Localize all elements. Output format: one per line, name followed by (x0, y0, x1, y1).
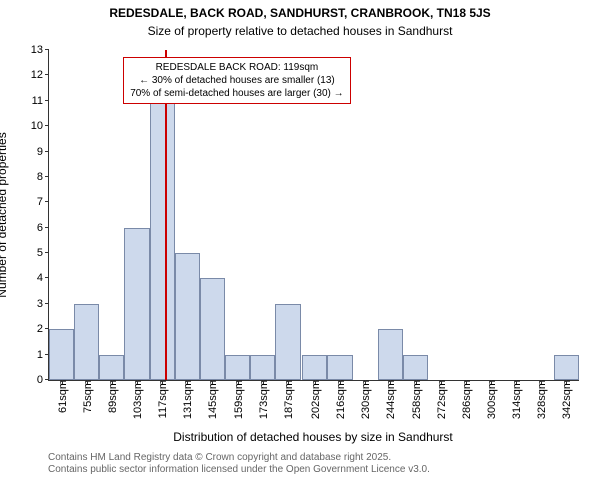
x-tick-label: 342sqm (559, 380, 573, 419)
x-tick-label: 187sqm (281, 380, 295, 419)
annotation-line3: 70% of semi-detached houses are larger (… (130, 87, 343, 100)
y-tick-mark (45, 227, 49, 228)
x-tick-label: 286sqm (459, 380, 473, 419)
x-tick-mark (238, 380, 239, 384)
annotation-line2: ← 30% of detached houses are smaller (13… (130, 74, 343, 87)
x-tick-mark (541, 380, 542, 384)
y-tick-label: 0 (37, 374, 49, 386)
y-tick-mark (45, 201, 49, 202)
x-tick-label: 61sqm (55, 380, 69, 413)
histogram-bar (225, 355, 250, 380)
y-tick-mark (45, 303, 49, 304)
x-tick-label: 216sqm (333, 380, 347, 419)
y-tick-mark (45, 176, 49, 177)
y-tick-mark (45, 125, 49, 126)
y-tick-label: 11 (32, 95, 49, 107)
y-tick-mark (45, 100, 49, 101)
y-tick-label: 2 (37, 323, 49, 335)
y-axis-label: Number of detached properties (0, 132, 9, 297)
x-tick-mark (390, 380, 391, 384)
histogram-bar (175, 253, 200, 380)
histogram-bar (554, 355, 579, 380)
y-tick-mark (45, 252, 49, 253)
footer-attribution: Contains HM Land Registry data © Crown c… (48, 452, 430, 476)
histogram-bar (403, 355, 428, 380)
x-tick-label: 145sqm (205, 380, 219, 419)
x-tick-mark (340, 380, 341, 384)
x-tick-label: 314sqm (509, 380, 523, 419)
x-tick-mark (87, 380, 88, 384)
histogram-bar (275, 304, 300, 380)
x-tick-label: 173sqm (256, 380, 270, 419)
x-tick-mark (416, 380, 417, 384)
y-tick-label: 10 (31, 120, 49, 132)
x-tick-mark (315, 380, 316, 384)
x-tick-label: 258sqm (409, 380, 423, 419)
histogram-bar (124, 228, 149, 380)
x-tick-mark (263, 380, 264, 384)
chart-title-line2: Size of property relative to detached ho… (0, 24, 600, 38)
annotation-box: REDESDALE BACK ROAD: 119sqm← 30% of deta… (123, 57, 350, 104)
histogram-bar (378, 329, 403, 380)
x-tick-mark (441, 380, 442, 384)
y-tick-label: 13 (31, 44, 49, 56)
footer-line1: Contains HM Land Registry data © Crown c… (48, 452, 430, 464)
x-tick-label: 300sqm (484, 380, 498, 419)
histogram-bar (302, 355, 327, 380)
y-tick-label: 3 (37, 298, 49, 310)
x-tick-mark (566, 380, 567, 384)
x-tick-mark (187, 380, 188, 384)
histogram-bar (200, 278, 225, 380)
x-tick-label: 230sqm (358, 380, 372, 419)
y-tick-label: 9 (37, 146, 49, 158)
y-tick-label: 5 (37, 247, 49, 259)
x-tick-label: 272sqm (434, 380, 448, 419)
histogram-bar (49, 329, 74, 380)
y-tick-label: 8 (37, 171, 49, 183)
x-tick-mark (466, 380, 467, 384)
x-tick-label: 328sqm (534, 380, 548, 419)
x-axis-label: Distribution of detached houses by size … (48, 430, 578, 444)
histogram-bar (74, 304, 99, 380)
x-tick-mark (62, 380, 63, 384)
x-tick-label: 202sqm (308, 380, 322, 419)
histogram-bar (250, 355, 275, 380)
x-tick-mark (212, 380, 213, 384)
x-tick-mark (112, 380, 113, 384)
plot-area: 01234567891011121361sqm75sqm89sqm103sqm1… (48, 50, 579, 381)
x-tick-mark (288, 380, 289, 384)
x-tick-label: 75sqm (80, 380, 94, 413)
x-tick-label: 244sqm (383, 380, 397, 419)
y-tick-label: 12 (31, 69, 49, 81)
histogram-bar (327, 355, 352, 380)
x-tick-mark (516, 380, 517, 384)
footer-line2: Contains public sector information licen… (48, 464, 430, 476)
y-tick-mark (45, 277, 49, 278)
x-tick-mark (162, 380, 163, 384)
x-tick-label: 159sqm (231, 380, 245, 419)
histogram-bar (99, 355, 124, 380)
chart-container: REDESDALE, BACK ROAD, SANDHURST, CRANBRO… (0, 0, 600, 500)
y-tick-label: 1 (37, 349, 49, 361)
y-tick-mark (45, 74, 49, 75)
x-tick-label: 131sqm (180, 380, 194, 419)
x-tick-mark (491, 380, 492, 384)
y-tick-label: 7 (37, 196, 49, 208)
x-tick-label: 89sqm (105, 380, 119, 413)
y-tick-mark (45, 151, 49, 152)
y-tick-label: 6 (37, 222, 49, 234)
x-tick-label: 117sqm (155, 380, 169, 418)
y-tick-mark (45, 49, 49, 50)
annotation-line1: REDESDALE BACK ROAD: 119sqm (130, 61, 343, 74)
x-tick-mark (137, 380, 138, 384)
histogram-bar (150, 101, 175, 380)
y-tick-label: 4 (37, 272, 49, 284)
chart-title-line1: REDESDALE, BACK ROAD, SANDHURST, CRANBRO… (0, 6, 600, 20)
x-tick-mark (365, 380, 366, 384)
x-tick-label: 103sqm (130, 380, 144, 419)
